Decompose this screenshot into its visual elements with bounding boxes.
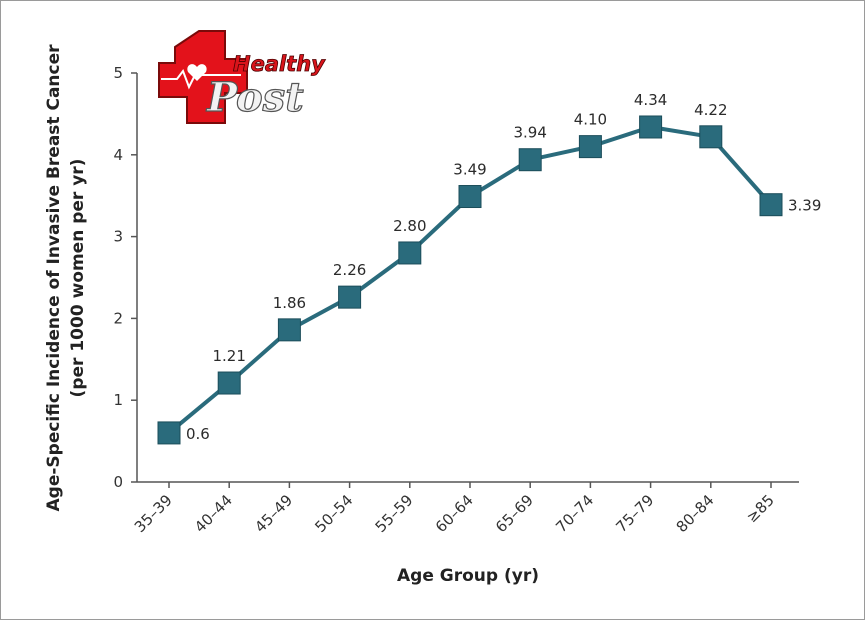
x-tick-label: 70–74 — [552, 491, 597, 536]
x-tick-label: 65–69 — [492, 491, 537, 536]
data-point-marker — [157, 421, 181, 445]
logo-text-post: Post — [206, 74, 304, 121]
x-tick-label: 50–54 — [311, 491, 356, 536]
x-tick-label: 55–59 — [372, 491, 417, 536]
red-cross-icon — [158, 30, 248, 124]
data-label: 3.49 — [453, 161, 486, 179]
x-ticks: 35–39 40–44 45–49 50–54 55–59 60–64 65–69 70–74… — [131, 482, 778, 536]
y-ticks: 0 1 2 3 4 5 — [113, 64, 137, 491]
y-axis-title-line1: Age-Specific Incidence of Invasive Breas… — [44, 44, 64, 512]
data-label: 0.6 — [186, 425, 210, 443]
y-tick-label: 1 — [113, 391, 123, 409]
y-tick-label: 4 — [113, 146, 123, 164]
data-label: 3.39 — [788, 197, 821, 215]
data-point-marker — [277, 318, 301, 342]
data-point-marker — [759, 193, 783, 217]
data-point-marker — [518, 148, 542, 172]
data-label: 2.80 — [393, 217, 426, 235]
data-point-marker — [578, 135, 602, 159]
data-labels: 0.6 1.21 1.86 2.26 2.80 3.49 3.94 4.10 4.34 4.22 3… — [186, 91, 821, 443]
y-tick-label: 2 — [113, 309, 123, 327]
data-label: 4.22 — [694, 101, 727, 119]
data-markers — [157, 115, 783, 445]
data-label: 4.10 — [574, 111, 607, 129]
healthy-post-logo: Healthy Post — [158, 30, 327, 124]
x-tick-label: 45–49 — [251, 491, 296, 536]
logo-text-healthy: Healthy — [233, 52, 326, 76]
data-point-marker — [639, 115, 663, 139]
y-axis-title-line2: (per 1000 women per yr) — [68, 159, 88, 398]
x-tick-label: 40–44 — [191, 491, 236, 536]
data-label: 3.94 — [513, 124, 546, 142]
y-tick-label: 0 — [113, 473, 123, 491]
data-point-marker — [458, 185, 482, 209]
x-tick-label: 35–39 — [131, 491, 176, 536]
data-label: 2.26 — [333, 261, 366, 279]
x-tick-label: 75–79 — [612, 491, 657, 536]
heart-icon — [187, 64, 207, 81]
x-tick-label: 80–84 — [673, 491, 718, 536]
data-label: 4.34 — [634, 91, 667, 109]
data-point-marker — [398, 241, 422, 265]
data-label: 1.21 — [212, 347, 245, 365]
x-tick-label: ≥85 — [743, 491, 778, 526]
data-point-marker — [699, 125, 723, 149]
y-tick-label: 5 — [113, 64, 123, 82]
data-point-marker — [217, 371, 241, 395]
x-tick-label: 60–64 — [432, 491, 477, 536]
data-label: 1.86 — [273, 294, 306, 312]
data-point-marker — [338, 285, 362, 309]
y-tick-label: 3 — [113, 228, 123, 246]
x-axis-title: Age Group (yr) — [397, 566, 539, 586]
